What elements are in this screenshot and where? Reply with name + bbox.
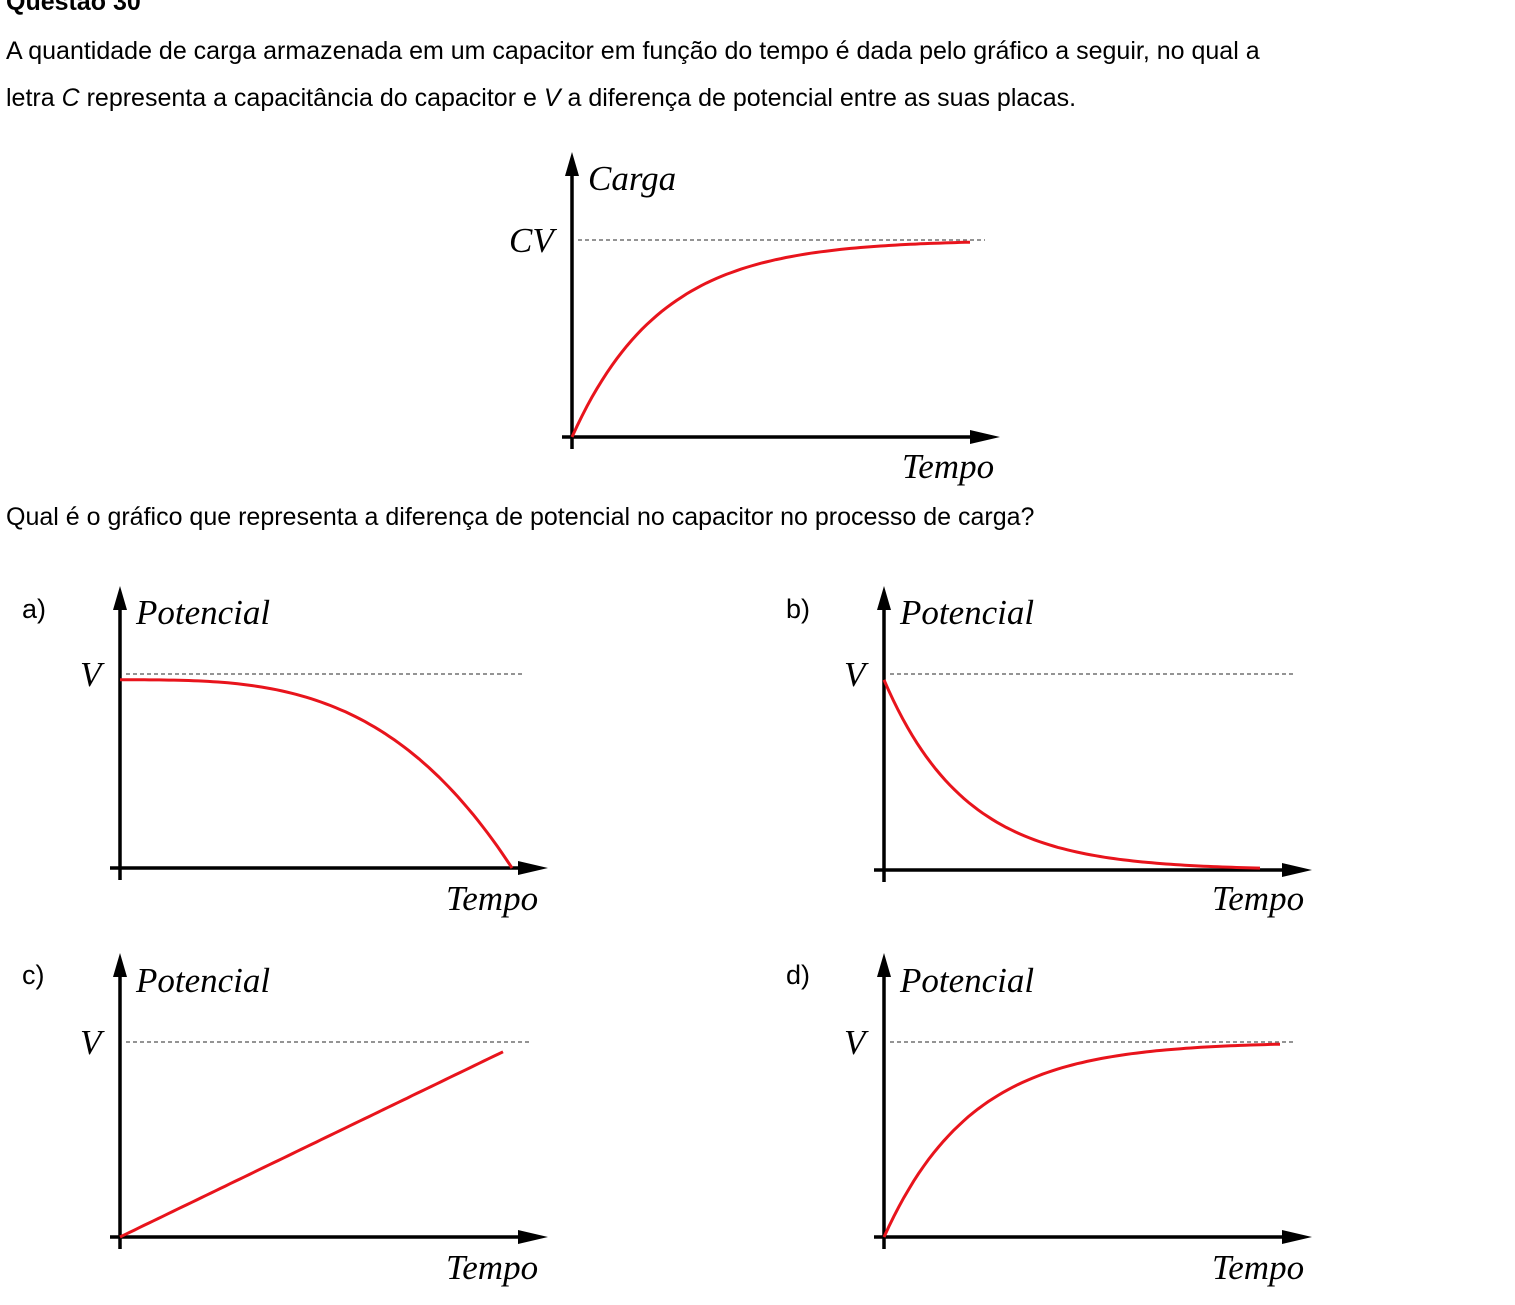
chart-main-x-label: Tempo [902, 447, 994, 486]
chart-c-level-label: V [80, 1023, 105, 1062]
chart-c-x-arrow-icon [518, 1230, 548, 1244]
chart-b-level-label: V [844, 655, 869, 694]
chart-c-curve [119, 1050, 504, 1239]
chart-d-y-label: Potencial [899, 961, 1034, 1000]
statement-line-2: letra C representa a capacitância do cap… [6, 75, 1260, 122]
statement-line-1: A quantidade de carga armazenada em um c… [6, 37, 1260, 65]
chart-c-option-label: c) [22, 960, 45, 990]
chart-d-y-arrow-icon [877, 953, 891, 977]
chart-c-x-label: Tempo [446, 1248, 538, 1287]
chart-a-level-label: V [80, 655, 105, 694]
chart-c-y-arrow-icon [113, 953, 127, 977]
chart-d-curve [882, 1042, 1281, 1238]
chart-a-curve [120, 678, 514, 869]
chart-b-y-label: Potencial [899, 593, 1034, 632]
chart-a-y-label: Potencial [135, 593, 270, 632]
chart-main-curve [570, 240, 971, 438]
statement-line2-post: a diferença de potencial entre as suas p… [560, 84, 1077, 112]
chart-a-option-label: a) [22, 594, 46, 624]
chart-c-y-label: Potencial [135, 961, 270, 1000]
chart-b-y-arrow-icon [877, 586, 891, 610]
question-statement: A quantidade de carga armazenada em um c… [6, 28, 1260, 122]
statement-symbol-c: C [61, 84, 80, 112]
chart-d-x-label: Tempo [1212, 1248, 1304, 1287]
question-title: Questão 30 [6, 0, 141, 16]
statement-symbol-v: V [543, 84, 561, 112]
statement-line2-pre: letra [6, 84, 62, 112]
chart-main-level-label: CV [509, 221, 557, 260]
chart-b-x-label: Tempo [1212, 879, 1304, 918]
chart-a-x-arrow-icon [518, 861, 548, 875]
chart-main-y-arrow-icon [565, 152, 579, 176]
chart-main-x-arrow-icon [970, 430, 1000, 444]
chart-b-option-label: b) [786, 594, 810, 624]
chart-d-x-arrow-icon [1282, 1230, 1312, 1244]
chart-b-x-arrow-icon [1282, 863, 1312, 877]
statement-line2-mid: representa a capacitância do capacitor e [79, 84, 544, 112]
chart-a-y-arrow-icon [113, 586, 127, 610]
chart-d-level-label: V [844, 1023, 869, 1062]
question-prompt: Qual é o gráfico que representa a difere… [6, 503, 1035, 531]
chart-a-x-label: Tempo [446, 879, 538, 918]
chart-main-y-label: Carga [588, 159, 676, 198]
chart-d-option-label: d) [786, 960, 810, 990]
chart-b-curve [882, 679, 1261, 870]
